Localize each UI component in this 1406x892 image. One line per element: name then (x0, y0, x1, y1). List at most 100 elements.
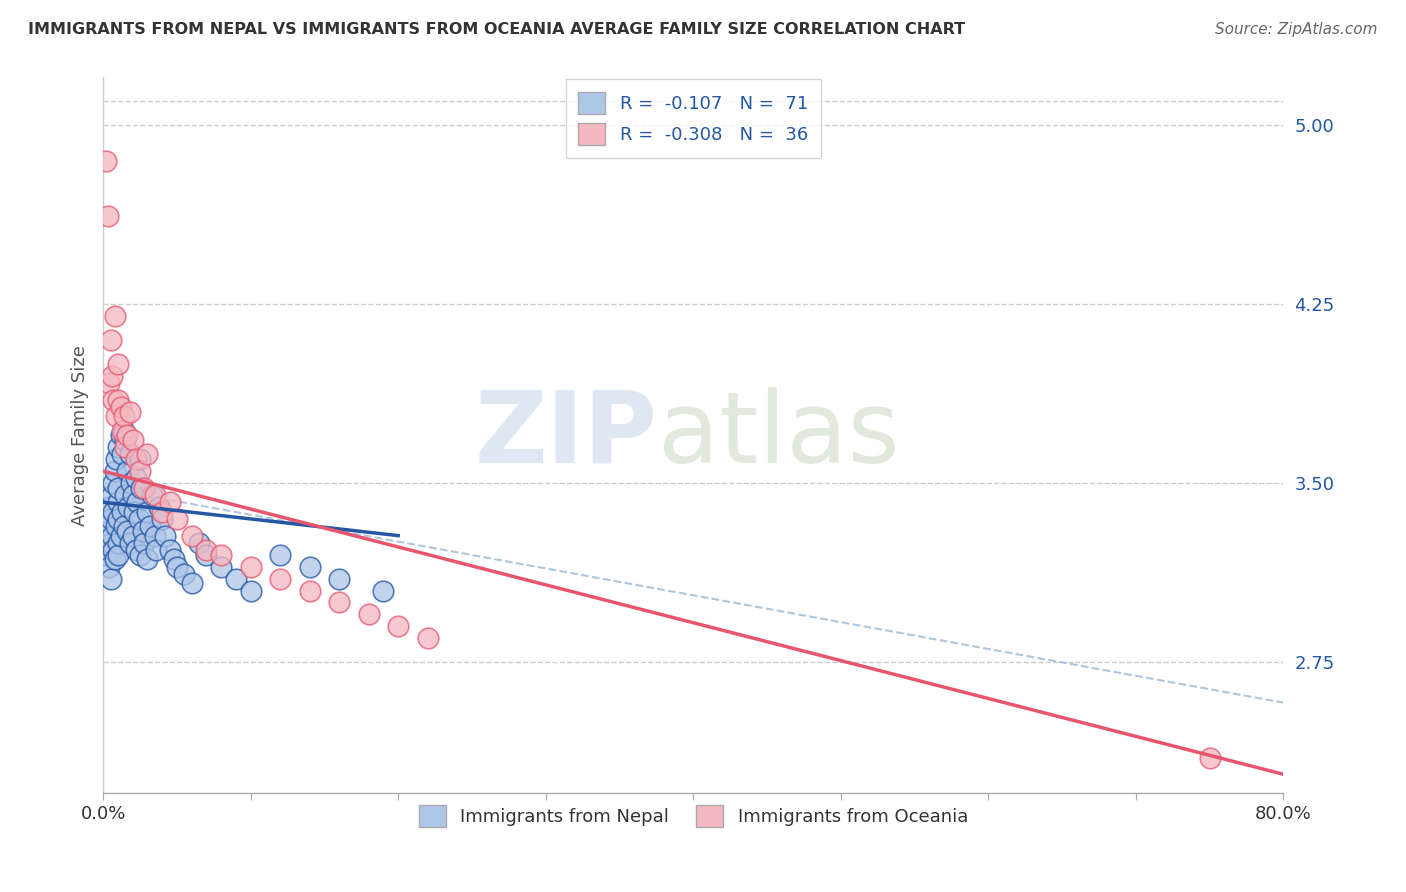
Point (387, 619, 409, 633)
Point (134, 535, 156, 549)
Legend: Immigrants from Nepal, Immigrants from Oceania: Immigrants from Nepal, Immigrants from O… (412, 798, 976, 834)
Point (105, 519, 128, 533)
Point (114, 433, 136, 447)
Point (269, 548, 291, 562)
Point (209, 548, 232, 562)
Point (103, 505, 125, 519)
Text: Source: ZipAtlas.com: Source: ZipAtlas.com (1215, 22, 1378, 37)
Point (153, 528, 176, 542)
Point (416, 632, 439, 646)
Point (328, 595, 350, 609)
Point (269, 572, 291, 586)
Y-axis label: Average Family Size: Average Family Size (72, 345, 89, 525)
Point (107, 357, 129, 371)
Point (107, 512, 129, 526)
Point (298, 559, 321, 574)
Point (159, 495, 181, 509)
Point (125, 495, 148, 509)
Point (101, 488, 124, 502)
Point (129, 464, 152, 478)
Point (100, 572, 122, 586)
Point (110, 400, 132, 414)
Point (100, 512, 122, 526)
Point (112, 409, 135, 424)
Point (131, 481, 153, 495)
Point (112, 519, 135, 533)
Point (148, 500, 170, 514)
Point (103, 476, 125, 491)
Point (104, 309, 127, 323)
Point (129, 452, 152, 467)
Point (107, 535, 129, 549)
Point (1198, 750, 1220, 764)
Point (166, 559, 188, 574)
Point (124, 471, 146, 485)
Point (94, 548, 117, 562)
Point (136, 505, 159, 519)
Point (150, 505, 173, 519)
Point (114, 440, 136, 454)
Point (115, 428, 138, 442)
Point (111, 505, 134, 519)
Point (100, 333, 122, 347)
Point (141, 488, 163, 502)
Point (107, 548, 129, 562)
Point (94, 153, 117, 168)
Text: atlas: atlas (658, 387, 900, 483)
Point (101, 368, 124, 383)
Point (98, 500, 121, 514)
Point (145, 543, 167, 558)
Point (107, 392, 129, 407)
Point (111, 424, 134, 438)
Point (110, 428, 132, 442)
Point (134, 481, 156, 495)
Point (139, 519, 162, 533)
Point (107, 440, 129, 454)
Point (239, 583, 262, 598)
Point (101, 528, 124, 542)
Point (180, 576, 202, 591)
Point (98, 559, 121, 574)
Point (143, 488, 166, 502)
Point (120, 476, 142, 491)
Point (373, 583, 395, 598)
Point (180, 528, 202, 542)
Point (105, 409, 128, 424)
Point (112, 424, 135, 438)
Point (128, 512, 150, 526)
Point (136, 448, 159, 462)
Point (195, 548, 218, 562)
Point (121, 488, 143, 502)
Point (298, 583, 321, 598)
Point (188, 535, 211, 549)
Point (105, 452, 128, 467)
Text: ZIP: ZIP (475, 387, 658, 483)
Point (96, 209, 118, 223)
Point (98, 376, 121, 390)
Point (129, 548, 152, 562)
Point (110, 528, 132, 542)
Point (136, 552, 159, 566)
Point (111, 448, 134, 462)
Point (328, 572, 350, 586)
Point (96, 524, 118, 538)
Point (150, 512, 173, 526)
Point (173, 566, 195, 581)
Point (121, 433, 143, 447)
Point (122, 505, 145, 519)
Point (115, 524, 138, 538)
Point (121, 528, 143, 542)
Point (103, 392, 125, 407)
Point (107, 481, 129, 495)
Point (114, 488, 136, 502)
Point (118, 404, 141, 418)
Point (159, 543, 181, 558)
Point (100, 535, 122, 549)
Point (124, 543, 146, 558)
Point (118, 535, 141, 549)
Point (124, 452, 146, 467)
Point (166, 512, 188, 526)
Text: IMMIGRANTS FROM NEPAL VS IMMIGRANTS FROM OCEANIA AVERAGE FAMILY SIZE CORRELATION: IMMIGRANTS FROM NEPAL VS IMMIGRANTS FROM… (28, 22, 966, 37)
Point (118, 448, 141, 462)
Point (209, 559, 232, 574)
